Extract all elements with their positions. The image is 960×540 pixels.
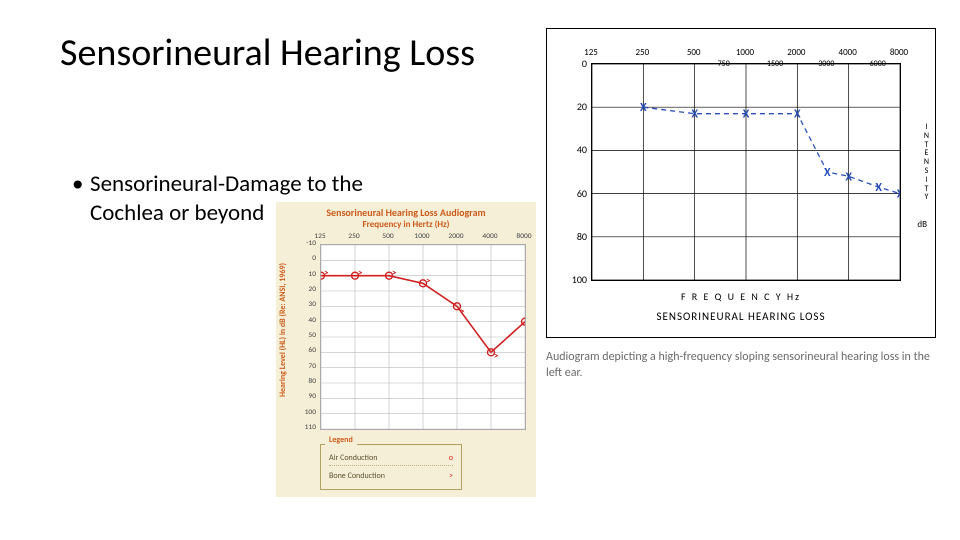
- svg-text:X: X: [640, 101, 647, 115]
- orange-ytick-label: 40: [298, 316, 316, 325]
- orange-ytick-label: 0: [298, 254, 316, 263]
- orange-xfreq-label: 500: [382, 232, 393, 241]
- orange-ytick-label: 30: [298, 300, 316, 309]
- svg-text:>: >: [460, 306, 465, 317]
- blue-ytick-label: 100: [557, 273, 587, 286]
- svg-text:X: X: [824, 166, 831, 180]
- blue-xfreq-label: 250: [635, 47, 649, 58]
- blue-ytick-label: 0: [557, 57, 587, 70]
- blue-audiogram: XXXXXXXX F R E Q U E N C Y Hz SENSORINEU…: [546, 28, 936, 338]
- legend-air-label: Air Conduction: [329, 453, 377, 463]
- blue-xfreq-label: 2000: [787, 47, 805, 58]
- orange-xfreq-label: 250: [348, 232, 359, 241]
- orange-xfreq-label: 4000: [482, 232, 497, 241]
- orange-legend-title: Legend: [325, 435, 357, 445]
- slide-title: Sensorineural Hearing Loss: [60, 30, 475, 76]
- blue-xfreq-minor-label: 3000: [818, 59, 834, 69]
- svg-text:X: X: [897, 188, 900, 202]
- orange-ytick-label: 10: [298, 270, 316, 279]
- blue-ytick-label: 40: [557, 143, 587, 156]
- svg-text:>: >: [358, 268, 363, 279]
- slide: Sensorineural Hearing Loss Sensorineural…: [0, 0, 960, 540]
- blue-audiogram-xlabel: F R E Q U E N C Y Hz: [547, 290, 935, 303]
- orange-audiogram-subtitle: Frequency in Hertz (Hz): [276, 219, 536, 230]
- svg-text:>: >: [392, 268, 397, 279]
- legend-bone-symbol: >: [449, 471, 453, 481]
- legend-air-symbol: o: [449, 453, 453, 463]
- blue-ytick-label: 20: [557, 100, 587, 113]
- orange-ytick-label: 50: [298, 331, 316, 340]
- svg-text:X: X: [875, 181, 882, 195]
- legend-bone-label: Bone Conduction: [329, 471, 385, 481]
- blue-xfreq-minor-label: 6000: [870, 59, 886, 69]
- orange-plot-area: >>>>>>>: [320, 244, 526, 430]
- svg-text:>: >: [494, 350, 499, 361]
- blue-xfreq-label: 8000: [890, 47, 908, 58]
- svg-text:>: >: [426, 275, 431, 286]
- orange-audiogram: Sensorineural Hearing Loss Audiogram Fre…: [276, 202, 536, 497]
- orange-ytick-label: -10: [298, 239, 316, 248]
- orange-audiogram-title: Sensorineural Hearing Loss Audiogram: [276, 206, 536, 219]
- svg-text:>: >: [324, 268, 329, 279]
- orange-xfreq-label: 1000: [414, 232, 429, 241]
- blue-audiogram-ylabel: INTENSITY: [924, 123, 929, 202]
- orange-legend: Legend Air Conduction o Bone Conduction …: [320, 444, 462, 490]
- blue-plot-area: XXXXXXXX: [591, 63, 901, 281]
- orange-xfreq-label: 125: [314, 232, 325, 241]
- orange-ytick-label: 20: [298, 285, 316, 294]
- blue-audiogram-subtitle: SENSORINEURAL HEARING LOSS: [547, 310, 935, 323]
- orange-ytick-label: 110: [298, 423, 316, 432]
- orange-ytick-label: 80: [298, 377, 316, 386]
- blue-xfreq-label: 4000: [839, 47, 857, 58]
- svg-text:X: X: [794, 108, 801, 122]
- orange-ytick-label: 70: [298, 362, 316, 371]
- orange-audiogram-ylabel: Hearing Level (HL) in dB (Re: ANSI, 1969…: [278, 248, 288, 412]
- blue-xfreq-minor-label: 1500: [767, 59, 783, 69]
- blue-xfreq-minor-label: 750: [718, 59, 730, 69]
- orange-ytick-label: 100: [298, 408, 316, 417]
- blue-ytick-label: 80: [557, 230, 587, 243]
- blue-xfreq-label: 500: [687, 47, 701, 58]
- blue-audiogram-db: dB: [917, 219, 927, 230]
- orange-xfreq-label: 2000: [448, 232, 463, 241]
- svg-text:X: X: [845, 170, 852, 184]
- svg-text:X: X: [743, 108, 750, 122]
- orange-ytick-label: 60: [298, 346, 316, 355]
- svg-text:X: X: [691, 108, 698, 122]
- orange-ytick-label: 90: [298, 392, 316, 401]
- blue-ytick-label: 60: [557, 187, 587, 200]
- audiogram-caption: Audiogram depicting a high-frequency slo…: [546, 350, 936, 381]
- orange-xfreq-label: 8000: [516, 232, 531, 241]
- blue-xfreq-label: 1000: [736, 47, 754, 58]
